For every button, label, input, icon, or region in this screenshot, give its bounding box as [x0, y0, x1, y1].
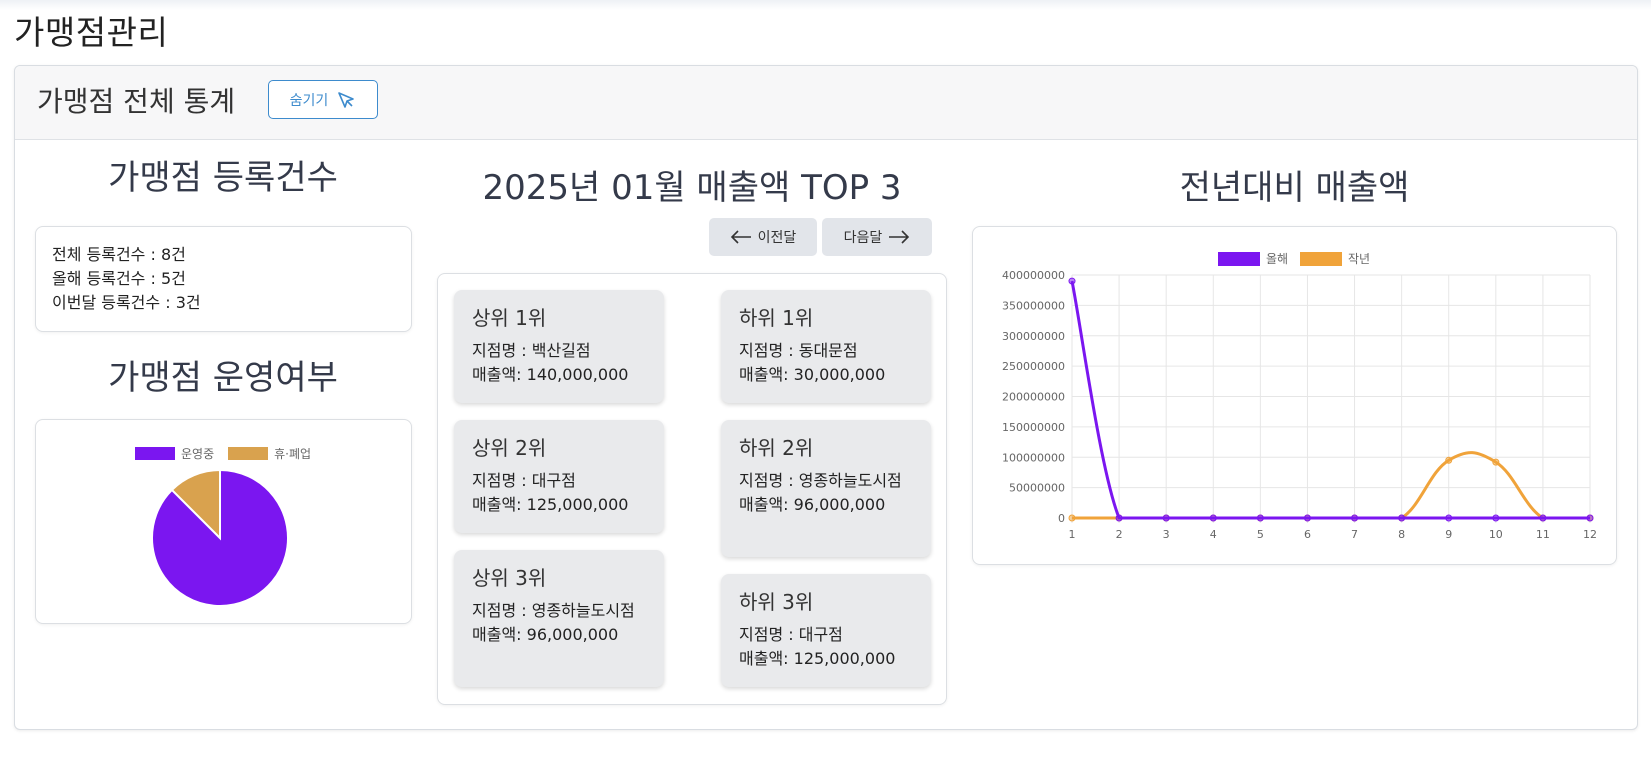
- yoy-line-chart: 올해 작년 0 50000000 100000000 150000000 200000000…: [1002, 252, 1597, 541]
- rank-title: 하위 3위: [739, 590, 814, 614]
- operation-box: 운영중 휴·폐업: [35, 419, 412, 624]
- data-point: [1303, 514, 1311, 522]
- yoy-title: 전년대비 매출액: [1179, 168, 1410, 208]
- legend-swatch-operating: [135, 447, 175, 460]
- x-tick-label: 11: [1536, 528, 1550, 541]
- arrow-left-icon: [730, 230, 751, 244]
- data-point: [1162, 514, 1170, 522]
- legend-label-operating: 운영중: [181, 447, 215, 461]
- data-point: [1398, 514, 1406, 522]
- card-header-title: 가맹점 전체 통계: [37, 85, 236, 118]
- data-point: [1445, 514, 1453, 522]
- prev-month-label: 이전달: [757, 229, 797, 245]
- legend-label-1: 작년: [1348, 252, 1370, 266]
- month-count: 이번달 등록건수 : 3건: [52, 293, 201, 312]
- data-point: [1256, 514, 1264, 522]
- data-point: [1068, 277, 1076, 285]
- registration-title: 가맹점 등록건수: [108, 158, 338, 198]
- rank-branch: 지점명 : 동대문점: [739, 341, 858, 360]
- upper-rank-card: 상위 2위 지점명 : 대구점 매출액: 125,000,000: [454, 420, 664, 533]
- legend-swatch-closed: [228, 447, 269, 460]
- page-title: 가맹점관리: [14, 13, 169, 52]
- operation-title: 가맹점 운영여부: [108, 358, 338, 398]
- x-tick-label: 2: [1116, 528, 1123, 541]
- x-tick-label: 8: [1398, 528, 1405, 541]
- rank-title: 상위 1위: [472, 306, 547, 330]
- arrow-right-icon: [889, 230, 910, 244]
- legend-label-closed: 휴·폐업: [274, 447, 312, 461]
- x-tick-label: 6: [1304, 528, 1311, 541]
- y-tick-label: 0: [1058, 512, 1065, 525]
- rank-title: 하위 2위: [739, 436, 814, 460]
- y-tick-label: 200000000: [1002, 391, 1065, 404]
- data-point: [1209, 514, 1217, 522]
- data-point: [1586, 514, 1594, 522]
- operation-pie-chart: [151, 468, 289, 607]
- rank-sales: 매출액: 140,000,000: [472, 365, 629, 384]
- rank-branch: 지점명 : 백산길점: [472, 341, 591, 360]
- series-line-1: [1071, 451, 1590, 520]
- data-point: [1115, 514, 1123, 522]
- pie-slice-0: [151, 468, 289, 607]
- rank-sales: 매출액: 96,000,000: [472, 625, 619, 644]
- legend-swatch-1: [1300, 252, 1342, 266]
- rank-sales: 매출액: 96,000,000: [739, 495, 886, 514]
- rank-branch: 지점명 : 영종하늘도시점: [472, 601, 635, 620]
- data-point: [1445, 456, 1453, 464]
- series-line-0: [1070, 280, 1590, 520]
- upper-rank-card: 상위 3위 지점명 : 영종하늘도시점 매출액: 96,000,000: [454, 550, 664, 687]
- x-tick-label: 5: [1257, 528, 1264, 541]
- x-tick-label: 7: [1351, 528, 1358, 541]
- next-month-button[interactable]: 다음달: [822, 218, 932, 256]
- card-header: 가맹점 전체 통계 숨기기: [15, 66, 1637, 140]
- rank-title: 하위 1위: [739, 306, 814, 330]
- data-point: [1068, 514, 1076, 522]
- yoy-box: 올해 작년 0 50000000 100000000 150000000 200000000…: [972, 226, 1617, 565]
- rank-title: 상위 3위: [472, 566, 547, 590]
- total-count: 전체 등록건수 : 8건: [52, 245, 186, 264]
- y-tick-label: 400000000: [1002, 269, 1065, 282]
- rank-branch: 지점명 : 대구점: [739, 625, 843, 644]
- prev-month-button[interactable]: 이전달: [709, 218, 817, 256]
- x-tick-label: 10: [1489, 528, 1503, 541]
- x-tick-label: 4: [1210, 528, 1217, 541]
- cursor-icon: [338, 91, 355, 108]
- y-tick-label: 50000000: [1009, 482, 1065, 495]
- rank-sales: 매출액: 125,000,000: [739, 649, 896, 668]
- lower-rank-card: 하위 1위 지점명 : 동대문점 매출액: 30,000,000: [721, 290, 931, 403]
- top-bar: [0, 0, 1651, 10]
- legend-label-0: 올해: [1266, 252, 1288, 266]
- lower-rank-card: 하위 3위 지점명 : 대구점 매출액: 125,000,000: [721, 574, 931, 687]
- y-tick-label: 350000000: [1002, 299, 1065, 312]
- x-tick-label: 12: [1583, 528, 1597, 541]
- y-tick-label: 250000000: [1002, 360, 1065, 373]
- rank-title: 상위 2위: [472, 436, 547, 460]
- line-legend: 올해 작년: [1218, 252, 1370, 266]
- data-point: [1492, 458, 1500, 466]
- x-tick-label: 1: [1069, 528, 1076, 541]
- rank-branch: 지점명 : 대구점: [472, 471, 576, 490]
- pie-slice-1: [170, 468, 221, 541]
- data-point: [1492, 514, 1500, 522]
- hide-button-label: 숨기기: [289, 91, 329, 108]
- rank-branch: 지점명 : 영종하늘도시점: [739, 471, 902, 490]
- pie-legend: 운영중 휴·폐업: [135, 445, 311, 462]
- hide-button[interactable]: 숨기기: [268, 80, 378, 119]
- y-tick-label: 100000000: [1002, 451, 1065, 464]
- top3-title: 2025년 01월 매출액 TOP 3: [482, 168, 902, 208]
- lower-rank-card: 하위 2위 지점명 : 영종하늘도시점 매출액: 96,000,000: [721, 420, 931, 557]
- legend-swatch-0: [1218, 252, 1260, 266]
- x-tick-label: 3: [1163, 528, 1170, 541]
- rank-sales: 매출액: 125,000,000: [472, 495, 629, 514]
- registration-box: 전체 등록건수 : 8건 올해 등록건수 : 5건 이번달 등록건수 : 3건: [35, 226, 412, 332]
- y-tick-label: 300000000: [1002, 330, 1065, 343]
- x-tick-label: 9: [1445, 528, 1452, 541]
- data-point: [1539, 514, 1547, 522]
- y-tick-label: 150000000: [1002, 421, 1065, 434]
- year-count: 올해 등록건수 : 5건: [52, 269, 186, 288]
- rank-sales: 매출액: 30,000,000: [739, 365, 886, 384]
- next-month-label: 다음달: [843, 229, 883, 245]
- upper-rank-card: 상위 1위 지점명 : 백산길점 매출액: 140,000,000: [454, 290, 664, 403]
- data-point: [1351, 514, 1359, 522]
